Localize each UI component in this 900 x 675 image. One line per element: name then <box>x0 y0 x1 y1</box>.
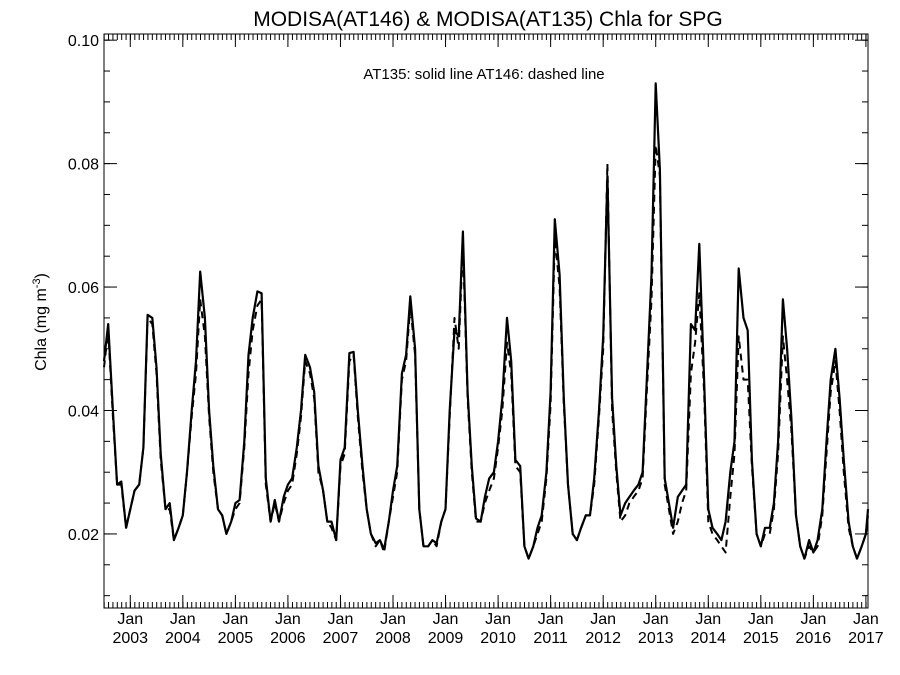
chart-annotation: AT135: solid line AT146: dashed line <box>363 66 604 83</box>
x-tick-labels: Jan 2003 Jan 2004 Jan 2005 Jan 2006 Jan 2007 Jan 20… <box>112 611 883 647</box>
series-line-dashed <box>103 144 869 560</box>
y-axis-label: Chla (mg m-3) <box>31 273 50 371</box>
y-tick-label: 0.08 <box>68 157 99 174</box>
y-tick-label: 0.10 <box>68 33 99 50</box>
x-tick-label-year: 2015 <box>743 630 779 647</box>
x-tick-label-year: 2017 <box>848 630 884 647</box>
x-tick-label-year: 2009 <box>428 630 464 647</box>
x-tick-label-year: 2010 <box>480 630 516 647</box>
x-tick-label-year: 2013 <box>638 630 674 647</box>
series-group <box>102 82 870 560</box>
x-tick-label-year: 2007 <box>323 630 359 647</box>
y-axis-label-superscript: -3 <box>31 278 43 288</box>
x-tick-label-month: Jan <box>117 611 143 628</box>
x-tick-label-month: Jan <box>853 611 879 628</box>
x-tick-label-month: Jan <box>695 611 721 628</box>
x-tick-label-month: Jan <box>170 611 196 628</box>
x-tick-label-month: Jan <box>222 611 248 628</box>
x-tick-label-month: Jan <box>328 611 354 628</box>
x-tick-label-month: Jan <box>800 611 826 628</box>
x-tick-label-year: 2008 <box>375 630 411 647</box>
x-tick-label-month: Jan <box>380 611 406 628</box>
chart-title: MODISA(AT146) & MODISA(AT135) Chla for S… <box>253 8 723 31</box>
x-tick-label-month: Jan <box>748 611 774 628</box>
x-tick-label-month: Jan <box>590 611 616 628</box>
x-tick-label-year: 2011 <box>533 630 568 647</box>
x-tick-label-month: Jan <box>538 611 564 628</box>
axis-ticks <box>103 34 868 608</box>
x-tick-label-year: 2006 <box>270 630 306 647</box>
x-tick-label-year: 2003 <box>112 630 148 647</box>
y-axis-label-text: Chla (mg m <box>33 288 50 371</box>
x-tick-label-year: 2012 <box>585 630 621 647</box>
x-tick-label-month: Jan <box>433 611 459 628</box>
x-tick-label-month: Jan <box>275 611 301 628</box>
x-tick-label-year: 2014 <box>690 630 726 647</box>
x-tick-label-year: 2005 <box>218 630 254 647</box>
plot-frame <box>103 33 869 609</box>
x-tick-label-month: Jan <box>643 611 669 628</box>
y-axis-label-close: ) <box>33 273 50 278</box>
x-tick-label-year: 2004 <box>165 630 201 647</box>
y-tick-label: 0.02 <box>68 527 99 544</box>
y-tick-label: 0.04 <box>68 403 99 420</box>
x-tick-label-year: 2016 <box>796 630 832 647</box>
y-tick-label: 0.06 <box>68 280 99 297</box>
x-tick-label-month: Jan <box>485 611 511 628</box>
y-tick-labels: 0.02 0.04 0.06 0.08 0.10 <box>68 33 99 544</box>
